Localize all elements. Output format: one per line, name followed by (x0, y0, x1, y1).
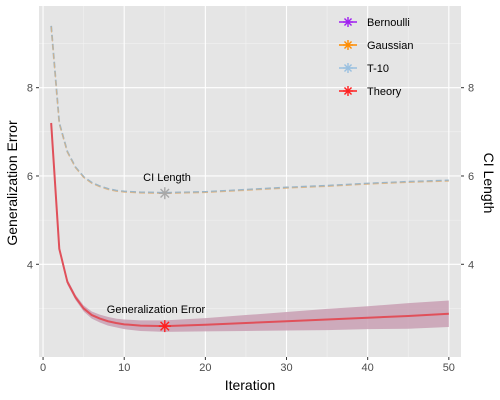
y2-tick-label: 4 (468, 259, 474, 271)
y-tick-label: 8 (27, 83, 33, 95)
legend-key-star (343, 40, 353, 50)
marker-stroke (343, 17, 353, 27)
y2-tick-label: 8 (468, 83, 474, 95)
marker-stroke (160, 321, 170, 331)
y2-axis-ticks: 4 6 8 (461, 83, 474, 271)
legend-item-t-10: T-10 (339, 63, 389, 75)
marker-stroke (160, 188, 170, 198)
y-axis-ticks: 4 6 8 (27, 83, 39, 271)
x-tick-label: 0 (40, 362, 46, 374)
marker-stroke (343, 40, 353, 50)
legend-key-star (343, 63, 353, 73)
error-band (51, 120, 449, 332)
x-axis-title: Iteration (225, 377, 276, 393)
marker-stroke (343, 63, 353, 73)
series-line-ci-length-gaussian (50, 26, 449, 195)
y-axis-title: Generalization Error (4, 120, 20, 246)
legend-key-star (343, 17, 353, 27)
error-band-area (51, 120, 449, 332)
annotations: CI Length Generalization Error (107, 172, 206, 316)
legend-label: T-10 (367, 63, 389, 75)
legend-label: Gaussian (367, 40, 413, 52)
x-tick-label: 40 (362, 362, 374, 374)
y-tick-label: 4 (27, 259, 33, 271)
markers (158, 187, 171, 333)
series-lines (50, 25, 449, 328)
marker-star-generalization-error (158, 320, 171, 333)
annotation-generalization-error: Generalization Error (107, 304, 206, 316)
marker-stroke (343, 86, 353, 96)
x-tick-label: 10 (118, 362, 130, 374)
legend-label: Theory (367, 86, 402, 98)
annotation-ci-length: CI Length (143, 172, 191, 184)
marker-star-ci-length (158, 187, 171, 200)
legend-label: Bernoulli (367, 17, 410, 29)
legend-key-star (343, 86, 353, 96)
legend-item-theory: Theory (339, 86, 402, 98)
x-tick-label: 30 (280, 362, 292, 374)
y-tick-label: 6 (27, 171, 33, 183)
y2-axis-title: CI Length (481, 153, 497, 214)
legend-item-bernoulli: Bernoulli (339, 17, 410, 29)
x-tick-label: 50 (443, 362, 455, 374)
x-tick-label: 20 (199, 362, 211, 374)
x-axis-ticks: 0 10 20 30 40 50 (40, 357, 455, 374)
y2-tick-label: 6 (468, 171, 474, 183)
panel-background (39, 6, 461, 357)
legend-item-gaussian: Gaussian (339, 40, 413, 52)
series-line-generalization-error (50, 122, 449, 328)
legend: Bernoulli Gaussian T-10 Theory (339, 17, 413, 98)
